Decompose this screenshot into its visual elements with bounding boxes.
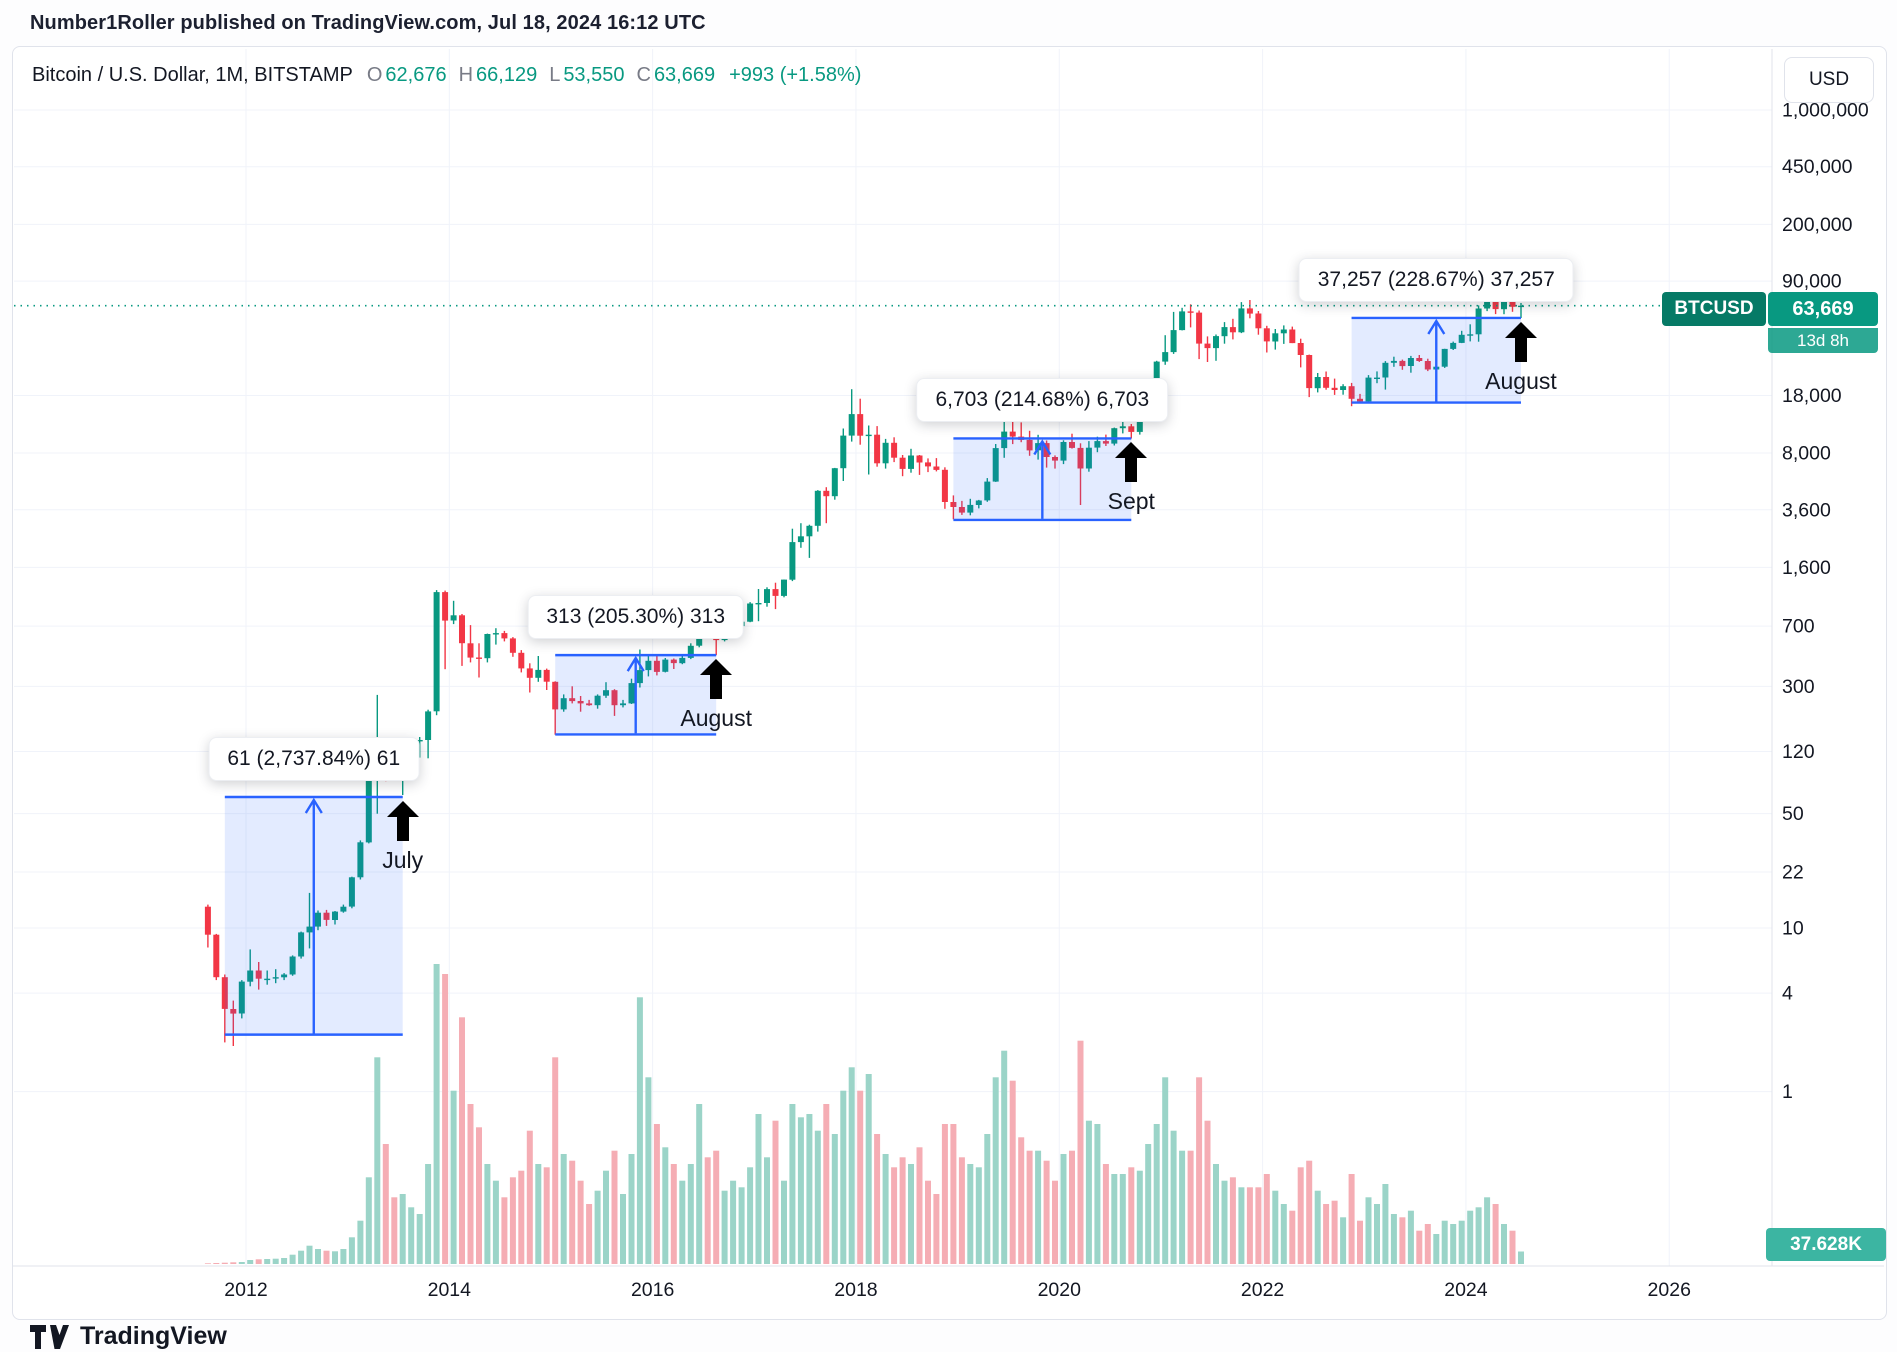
arrow-up-marker-icon[interactable]: [386, 801, 419, 841]
measure-tooltip-1: 61 (2,737.84%) 61: [208, 737, 420, 781]
svg-text:18,000: 18,000: [1782, 385, 1842, 407]
candle-series: [204, 295, 1524, 1046]
measure-tooltip-3: 6,703 (214.68%) 6,703: [916, 378, 1169, 423]
svg-text:2022: 2022: [1241, 1279, 1284, 1301]
arrow-up-marker-icon[interactable]: [1504, 321, 1537, 362]
volume-series: [204, 964, 1524, 1264]
gridlines: [14, 49, 1772, 1266]
svg-text:200,000: 200,000: [1782, 214, 1853, 236]
svg-text:4: 4: [1782, 983, 1793, 1005]
published-line: Number1Roller published on TradingView.c…: [30, 12, 706, 34]
price-axis-labels[interactable]: 1,000,000 450,000 200,000 90,000 18,000 8,000…: [1782, 100, 1869, 1104]
svg-text:3,600: 3,600: [1782, 499, 1831, 521]
ohlc-readout: O 62,676 H 66,129 L 53,550 C 63,669: [367, 64, 715, 87]
arrow-up-marker-icon[interactable]: [700, 659, 733, 700]
footer-brand-text: TradingView: [80, 1322, 227, 1350]
svg-text:1: 1: [1782, 1081, 1793, 1103]
volume-badge: 37.628K: [1766, 1228, 1886, 1261]
svg-text:700: 700: [1782, 616, 1815, 638]
time-axis-labels[interactable]: 2012 2014 2016 2018 2020 2022 2024 2026: [224, 1279, 1691, 1301]
arrow-up-marker-icon[interactable]: [1115, 442, 1148, 483]
svg-text:2026: 2026: [1648, 1279, 1691, 1301]
last-price-badge: 63,669: [1768, 292, 1878, 326]
svg-text:10: 10: [1782, 918, 1804, 940]
svg-text:450,000: 450,000: [1782, 156, 1853, 178]
ohlc-close: C 63,669: [636, 64, 716, 86]
currency-toggle-button[interactable]: USD: [1784, 57, 1874, 103]
svg-text:300: 300: [1782, 676, 1815, 698]
svg-text:2018: 2018: [834, 1279, 877, 1301]
svg-text:2024: 2024: [1444, 1279, 1488, 1301]
svg-text:50: 50: [1782, 803, 1804, 825]
month-annotation-label: August: [1485, 367, 1557, 394]
svg-text:2016: 2016: [631, 1279, 674, 1301]
svg-text:2012: 2012: [224, 1279, 267, 1301]
svg-text:8,000: 8,000: [1782, 443, 1831, 465]
svg-text:1,600: 1,600: [1782, 557, 1831, 579]
ohlc-high: H 66,129: [458, 64, 538, 86]
tradingview-logo-icon: [30, 1324, 69, 1349]
chart-card: [12, 46, 1887, 1320]
svg-text:22: 22: [1782, 862, 1804, 884]
month-annotation-label: Sept: [1107, 488, 1155, 515]
measure-tooltip-4: 37,257 (228.67%) 37,257: [1298, 257, 1574, 302]
month-annotation-label: August: [680, 705, 752, 732]
svg-text:120: 120: [1782, 741, 1815, 763]
chart-legend: Bitcoin / U.S. Dollar, 1M, BITSTAMP O 62,…: [32, 64, 861, 87]
svg-text:2014: 2014: [428, 1279, 472, 1301]
change-value: +993 (+1.58%): [729, 64, 862, 86]
month-annotation-label: July: [382, 847, 424, 873]
measure-tools[interactable]: [224, 316, 1521, 1036]
bar-countdown-badge: 13d 8h: [1768, 328, 1878, 353]
svg-text:2020: 2020: [1038, 1279, 1082, 1301]
footer-brand[interactable]: TradingView: [30, 1322, 227, 1351]
last-price-badge-row: BTCUSD 63,669: [1662, 292, 1878, 326]
ohlc-low: L 53,550: [549, 64, 625, 86]
svg-text:90,000: 90,000: [1782, 271, 1842, 293]
svg-text:1,000,000: 1,000,000: [1782, 100, 1869, 122]
symbol-title[interactable]: Bitcoin / U.S. Dollar, 1M, BITSTAMP: [32, 64, 353, 86]
ohlc-open: O 62,676: [366, 64, 447, 86]
symbol-badge: BTCUSD: [1662, 292, 1766, 326]
measure-tooltip-2: 313 (205.30%) 313: [527, 595, 745, 640]
